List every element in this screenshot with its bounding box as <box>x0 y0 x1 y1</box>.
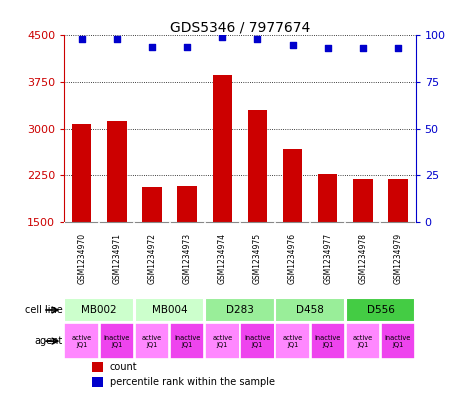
Bar <box>346 323 380 359</box>
Text: inactive
JQ1: inactive JQ1 <box>244 334 271 348</box>
Text: inactive
JQ1: inactive JQ1 <box>385 334 411 348</box>
Bar <box>276 323 310 359</box>
Text: MB002: MB002 <box>82 305 117 315</box>
Point <box>394 45 402 51</box>
Bar <box>389 178 408 316</box>
Text: active
JQ1: active JQ1 <box>142 334 162 348</box>
Point <box>218 34 226 40</box>
Point <box>289 42 296 48</box>
Bar <box>381 323 415 359</box>
Text: active
JQ1: active JQ1 <box>283 334 303 348</box>
Bar <box>205 298 275 322</box>
Point <box>148 44 156 50</box>
Text: D283: D283 <box>226 305 254 315</box>
Bar <box>318 174 337 316</box>
Point <box>254 36 261 42</box>
Bar <box>92 377 104 387</box>
Bar <box>65 323 99 359</box>
Point <box>359 45 367 51</box>
Text: count: count <box>110 362 137 372</box>
Bar <box>135 323 169 359</box>
Text: GSM1234977: GSM1234977 <box>323 233 332 284</box>
Text: GSM1234976: GSM1234976 <box>288 233 297 284</box>
Bar <box>92 362 104 372</box>
Text: inactive
JQ1: inactive JQ1 <box>174 334 200 348</box>
Text: inactive
JQ1: inactive JQ1 <box>104 334 130 348</box>
Text: active
JQ1: active JQ1 <box>72 334 92 348</box>
Bar <box>65 298 134 322</box>
Bar <box>213 75 232 316</box>
Bar <box>311 323 345 359</box>
Text: percentile rank within the sample: percentile rank within the sample <box>110 377 275 387</box>
Text: inactive
JQ1: inactive JQ1 <box>314 334 341 348</box>
Point <box>113 36 121 42</box>
Bar <box>240 323 275 359</box>
Bar <box>248 110 267 316</box>
Bar <box>170 323 204 359</box>
Point <box>324 45 332 51</box>
Bar <box>142 187 162 316</box>
Point <box>183 44 191 50</box>
Text: GSM1234979: GSM1234979 <box>394 233 402 284</box>
Bar <box>72 124 91 316</box>
Text: GSM1234970: GSM1234970 <box>77 233 86 284</box>
Point <box>78 36 86 42</box>
Text: GSM1234973: GSM1234973 <box>183 233 191 284</box>
Text: GSM1234978: GSM1234978 <box>359 233 367 284</box>
Text: D556: D556 <box>367 305 394 315</box>
Bar <box>135 298 204 322</box>
Bar <box>346 298 415 322</box>
Text: cell line: cell line <box>25 305 62 315</box>
Bar <box>178 186 197 316</box>
Text: active
JQ1: active JQ1 <box>212 334 232 348</box>
Text: GSM1234974: GSM1234974 <box>218 233 227 284</box>
Text: GSM1234975: GSM1234975 <box>253 233 262 284</box>
Text: GSM1234971: GSM1234971 <box>113 233 121 284</box>
Text: agent: agent <box>34 336 62 346</box>
Bar <box>205 323 239 359</box>
Bar <box>283 149 302 316</box>
Text: D458: D458 <box>296 305 324 315</box>
Bar <box>100 323 134 359</box>
Title: GDS5346 / 7977674: GDS5346 / 7977674 <box>170 20 310 34</box>
Text: active
JQ1: active JQ1 <box>353 334 373 348</box>
Bar <box>107 121 126 316</box>
Bar <box>353 178 372 316</box>
Bar <box>276 298 345 322</box>
Text: MB004: MB004 <box>152 305 187 315</box>
Text: GSM1234972: GSM1234972 <box>148 233 156 284</box>
